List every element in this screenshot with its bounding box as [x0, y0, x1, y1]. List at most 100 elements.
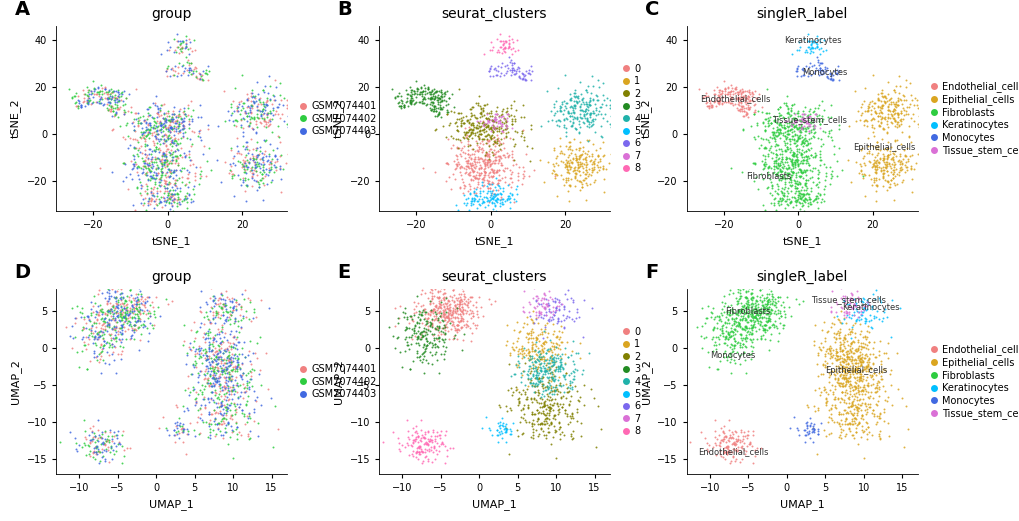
Point	[516, 167, 532, 176]
Point	[533, 366, 549, 375]
Point	[561, 90, 578, 98]
Point	[797, 152, 813, 160]
Point	[800, 190, 816, 198]
Point	[740, 105, 756, 113]
Point	[720, 437, 737, 445]
Point	[261, 304, 277, 312]
Point	[426, 315, 442, 323]
Point	[784, 164, 800, 172]
Point	[547, 306, 564, 314]
Point	[138, 171, 154, 180]
Point	[482, 426, 498, 435]
Point	[128, 163, 145, 171]
Point	[466, 163, 482, 171]
Point	[94, 309, 110, 318]
Point	[742, 336, 758, 344]
Point	[261, 82, 277, 90]
Point	[864, 379, 880, 388]
Point	[464, 328, 480, 337]
Point	[874, 154, 891, 162]
Point	[829, 326, 846, 334]
Point	[202, 294, 218, 302]
Point	[785, 114, 801, 122]
Point	[547, 303, 564, 312]
Point	[84, 100, 100, 108]
Point	[553, 363, 570, 371]
Point	[413, 434, 429, 442]
Point	[400, 333, 417, 341]
Point	[259, 96, 275, 105]
Point	[719, 444, 736, 453]
Point	[698, 98, 714, 106]
Point	[205, 332, 221, 341]
Point	[813, 117, 829, 125]
Point	[240, 347, 257, 355]
Point	[199, 312, 215, 320]
Point	[232, 121, 249, 129]
Point	[774, 191, 791, 200]
Point	[139, 324, 155, 332]
Point	[450, 109, 467, 117]
Point	[811, 155, 827, 164]
Point	[158, 153, 174, 161]
Point	[131, 310, 148, 318]
Point	[100, 95, 116, 103]
Point	[899, 103, 915, 111]
Point	[835, 311, 851, 319]
Point	[807, 192, 823, 200]
Point	[560, 387, 577, 395]
Point	[833, 166, 849, 175]
Point	[139, 297, 155, 306]
Point	[75, 439, 92, 448]
Point	[502, 174, 519, 182]
Point	[559, 153, 576, 162]
Point	[468, 137, 484, 145]
Point	[432, 101, 448, 109]
Point	[557, 156, 574, 164]
Point	[198, 365, 214, 373]
Point	[759, 304, 775, 313]
Point	[869, 157, 886, 166]
Point	[198, 329, 214, 337]
Point	[463, 196, 479, 205]
Point	[501, 425, 518, 433]
Point	[547, 356, 564, 365]
Point	[484, 43, 500, 51]
Point	[255, 114, 271, 122]
Point	[755, 164, 771, 172]
Point	[156, 115, 172, 123]
Point	[208, 407, 224, 416]
Point	[872, 134, 889, 143]
Point	[138, 153, 154, 162]
Point	[795, 134, 811, 143]
Point	[897, 76, 913, 84]
Point	[249, 151, 265, 159]
Point	[222, 361, 238, 369]
Point	[389, 314, 406, 322]
Point	[161, 431, 177, 439]
Point	[867, 313, 883, 321]
Point	[211, 328, 227, 336]
Point	[716, 90, 733, 98]
Point	[148, 134, 164, 142]
Point	[142, 121, 158, 129]
Point	[172, 115, 189, 123]
Point	[876, 387, 893, 395]
Point	[524, 345, 540, 353]
Point	[551, 149, 568, 157]
Point	[458, 323, 474, 331]
Point	[796, 109, 812, 118]
Point	[482, 111, 498, 120]
Point	[561, 182, 578, 190]
Point	[196, 313, 212, 321]
Point	[525, 294, 541, 302]
Point	[166, 167, 182, 176]
Point	[856, 333, 872, 341]
Point	[416, 341, 432, 350]
Point	[566, 359, 582, 368]
Point	[123, 175, 140, 183]
Point	[527, 382, 543, 390]
Point	[485, 118, 501, 127]
Point	[158, 157, 174, 166]
Point	[175, 129, 192, 137]
